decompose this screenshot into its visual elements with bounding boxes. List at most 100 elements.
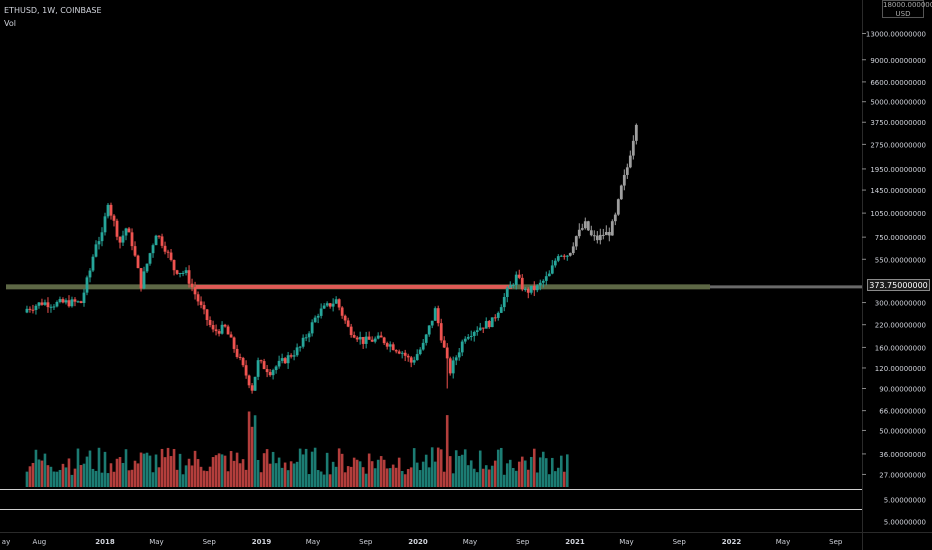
candle-body (109, 204, 113, 216)
candle-body (391, 344, 395, 351)
volume-bar (322, 474, 326, 487)
volume-bar (502, 474, 506, 487)
price-axis-unit[interactable]: 18000.0000000 USD (882, 0, 932, 18)
volume-bar (256, 459, 260, 487)
volume-bar (511, 468, 515, 487)
time-tick-label: ay (2, 538, 10, 546)
volume-bar (358, 461, 362, 487)
candle-body (409, 357, 413, 363)
volume-bar (286, 470, 290, 487)
volume-bar (565, 454, 569, 487)
candle-body (337, 299, 341, 308)
time-tick-label: Sep (516, 538, 530, 546)
candle-body (481, 327, 485, 329)
candle-body (487, 321, 491, 328)
volume-bar (352, 457, 356, 487)
volume-bar (526, 469, 530, 487)
volume-bar (448, 456, 452, 487)
candle-body (58, 299, 62, 302)
volume-bar (37, 459, 41, 487)
candle-body (340, 307, 344, 316)
volume-bar (79, 465, 83, 487)
candle-body (325, 303, 329, 306)
candle-body (67, 300, 71, 307)
candle-body (211, 325, 215, 330)
candle-body (388, 344, 392, 347)
candle-body (127, 228, 131, 233)
time-tick-label: Sep (359, 538, 373, 546)
volume-bar (499, 447, 503, 487)
volume-bar (271, 451, 275, 487)
candle-body (361, 336, 365, 344)
volume-bar (388, 468, 392, 487)
volume-bar (520, 456, 524, 487)
volume-bar (223, 455, 227, 487)
candle-body (265, 369, 269, 373)
candle-body (499, 307, 503, 313)
volume-bar (532, 448, 536, 487)
volume-bar (439, 449, 443, 487)
candle-body (70, 299, 74, 307)
candle-body (418, 349, 422, 355)
candle-body (175, 270, 179, 274)
candle-body (376, 335, 380, 339)
volume-legend[interactable]: Vol (4, 19, 16, 28)
volume-bar (85, 456, 89, 487)
volume-bar (163, 457, 167, 487)
candle-body (622, 174, 626, 186)
volume-bar (49, 466, 53, 487)
volume-bar (454, 450, 458, 487)
volume-bar (442, 471, 446, 487)
volume-bar (538, 457, 542, 487)
candle-body (94, 244, 98, 257)
volume-bar (127, 470, 131, 487)
volume-bar (46, 465, 50, 487)
candle-body (580, 228, 584, 230)
volume-bar (67, 458, 71, 487)
volume-bar (238, 463, 242, 487)
candle-body (46, 302, 50, 308)
time-tick-label: Sep (203, 538, 217, 546)
candle-body (424, 334, 428, 343)
current-price-tag: 373.75000000 (867, 279, 930, 291)
candle-body (43, 302, 47, 305)
candle-body (250, 385, 254, 391)
candle-body (427, 325, 431, 335)
symbol-legend[interactable]: ETHUSD, 1W, COINBASE (4, 6, 102, 15)
candle-body (595, 235, 599, 241)
volume-bar (226, 471, 230, 487)
volume-bar (109, 463, 113, 487)
volume-bar (517, 461, 521, 487)
candle-body (256, 360, 260, 377)
volume-bar (544, 458, 548, 487)
candle-body (415, 354, 419, 361)
candle-body (148, 253, 152, 264)
volume-bar (43, 453, 47, 487)
volume-bar (160, 448, 164, 487)
candle-body (115, 220, 119, 237)
volume-bar (469, 460, 473, 487)
candle-body (373, 338, 377, 342)
candle-body (202, 305, 206, 310)
volume-bar (97, 447, 101, 487)
volume-bar (328, 474, 332, 487)
price-tick-label: 13000.00000000 (866, 31, 926, 39)
candle-body (472, 331, 476, 336)
volume-bar (214, 455, 218, 487)
volume-bar (124, 449, 128, 487)
candle-body (514, 274, 518, 285)
price-tick-label: 9000.00000000 (870, 57, 926, 65)
volume-bar (559, 455, 563, 487)
volume-bar (94, 470, 98, 487)
candle-body (526, 289, 530, 293)
candle-body (253, 376, 257, 391)
candle-body (259, 360, 263, 362)
candle-body (298, 346, 302, 348)
candle-body (400, 352, 404, 354)
candle-body (268, 372, 272, 376)
candle-body (403, 352, 407, 356)
volume-bar (52, 471, 56, 487)
volume-bar (376, 459, 380, 487)
volume-bar (250, 426, 254, 487)
